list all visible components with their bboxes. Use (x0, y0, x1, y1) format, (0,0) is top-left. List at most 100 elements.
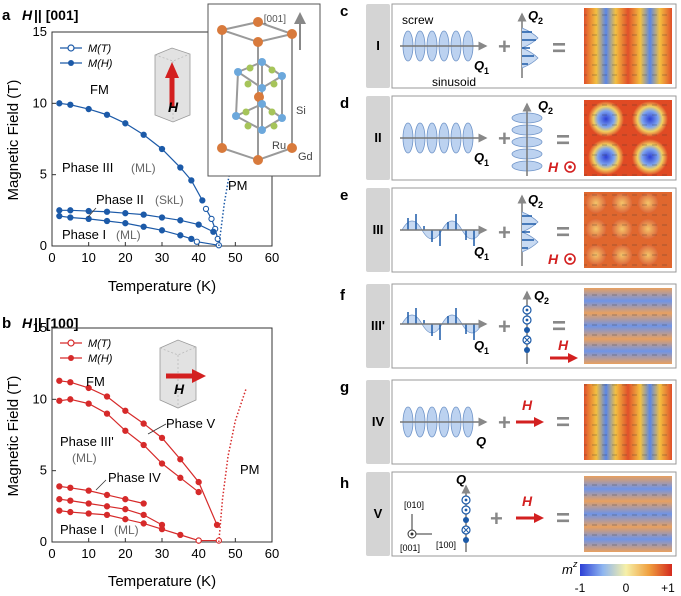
field-label-f: H (558, 337, 569, 353)
q1-sub-f: 1 (484, 346, 489, 356)
q-h: Q (456, 472, 466, 487)
phase-label-e: III (373, 222, 384, 237)
plot-b-ylabel: Magnetic Field (T) (5, 376, 22, 497)
data-point (177, 456, 184, 463)
data-point (56, 397, 63, 404)
panel-b: b H || [100] 0 10 20 30 40 50 60 0 5 10 15 Tempera… (2, 315, 279, 590)
screw-helix-d (400, 122, 488, 154)
plot-b-xlabel: Temperature (K) (108, 573, 216, 590)
legend-mt: M(T) (88, 43, 112, 55)
plus-f: + (498, 314, 511, 339)
texture-f (584, 288, 672, 364)
x-tick-label: 30 (155, 546, 169, 561)
colorbar: m z -1 0 +1 (562, 559, 675, 595)
data-point (67, 396, 74, 403)
panel-letter-e: e (340, 187, 348, 204)
data-point (122, 496, 129, 503)
panel-f: f III' Q 1 + Q 2 = H (340, 283, 677, 369)
panel-letter-c: c (340, 3, 348, 20)
crystal-inset: [001] Si Ru Gd (207, 3, 321, 177)
plot-a-xlabel: Temperature (K) (108, 278, 216, 295)
q2-f: Q (534, 288, 544, 303)
panel-a-title-field: H (22, 7, 33, 23)
series-line (205, 208, 219, 240)
plot-b-ticks: 0 10 20 30 40 50 60 0 5 10 15 (33, 320, 280, 561)
texture-d (584, 100, 672, 176)
data-point (103, 503, 111, 510)
data-point (56, 212, 63, 220)
x-tick-label: 40 (191, 546, 205, 561)
legend-mt-b: M(T) (88, 338, 112, 350)
panel-letter-f: f (340, 287, 346, 304)
label-phase1-b: Phase I (60, 522, 104, 537)
field-label-e: H (548, 251, 559, 267)
data-point (85, 207, 92, 215)
q1-f: Q (474, 338, 484, 353)
panel-b-title-direction: || [100] (34, 315, 78, 331)
screw-helix-g (400, 406, 488, 438)
field-label-d: H (548, 159, 559, 175)
series-line (59, 209, 214, 233)
x-tick-label: 20 (118, 546, 132, 561)
screw-helix-c (400, 30, 488, 62)
data-point (85, 105, 92, 113)
data-point (67, 508, 74, 516)
data-point (103, 511, 111, 519)
data-point (140, 520, 147, 527)
label-screw: screw (402, 13, 434, 27)
x-tick-label: 10 (81, 250, 95, 265)
label-phase2-a: Phase II (96, 192, 144, 207)
data-point (122, 120, 129, 127)
colorbar-min: -1 (575, 581, 586, 595)
y-tick-label: 10 (33, 391, 47, 406)
data-point (122, 407, 129, 414)
phase-label-g: IV (372, 414, 385, 429)
field-label-a: H (168, 99, 179, 115)
label-phase3-a: Phase III (62, 160, 113, 175)
data-point (67, 101, 74, 108)
data-point (56, 483, 63, 490)
panel-e: e III Q 1 + Q 2 = H (340, 187, 677, 273)
data-point (67, 207, 74, 214)
x-tick-label: 30 (155, 250, 169, 265)
data-point (103, 491, 111, 499)
q1-e: Q (474, 244, 484, 259)
gd-atoms (217, 17, 297, 165)
panel-c: c I screw sinusoid Q 1 + Q (340, 3, 677, 89)
label-phase4-b: Phase IV (108, 470, 161, 485)
data-point (67, 484, 74, 491)
data-point (140, 511, 147, 519)
field-prism-b: H (159, 339, 206, 409)
data-point (213, 521, 221, 529)
label-phase2-tag-a: (SkL) (155, 193, 184, 207)
colorbar-gradient (580, 564, 672, 576)
data-point (56, 496, 63, 503)
data-point (56, 377, 63, 384)
label-phase1-tag-b: (ML) (114, 523, 139, 537)
plus-e: + (498, 220, 511, 245)
x-tick-label: 0 (48, 250, 55, 265)
plus-c: + (498, 34, 511, 59)
data-point (103, 208, 111, 215)
x-tick-label: 50 (228, 250, 242, 265)
label-fm-b: FM (86, 374, 105, 389)
field-label-b: H (174, 381, 185, 397)
axes-indicator: [010] [001] [100] (400, 500, 456, 553)
data-point (103, 111, 111, 118)
axis-label-010: [010] (404, 500, 424, 510)
series-line (196, 241, 219, 246)
field-arrow-icon (516, 417, 544, 427)
label-phase3p-tag-b: (ML) (72, 451, 97, 465)
texture-c (584, 8, 672, 84)
series-line (59, 102, 203, 201)
label-phase3-tag-a: (ML) (131, 161, 156, 175)
data-point (177, 232, 184, 239)
plot-a-legend: M(T) M(H) (60, 43, 113, 70)
y-tick-label: 0 (40, 534, 47, 549)
data-point (122, 506, 129, 513)
data-point (140, 500, 147, 507)
out-of-plane-column-f (522, 290, 532, 364)
field-arrow-icon (550, 353, 578, 363)
data-point (158, 460, 166, 467)
data-point (177, 164, 184, 171)
